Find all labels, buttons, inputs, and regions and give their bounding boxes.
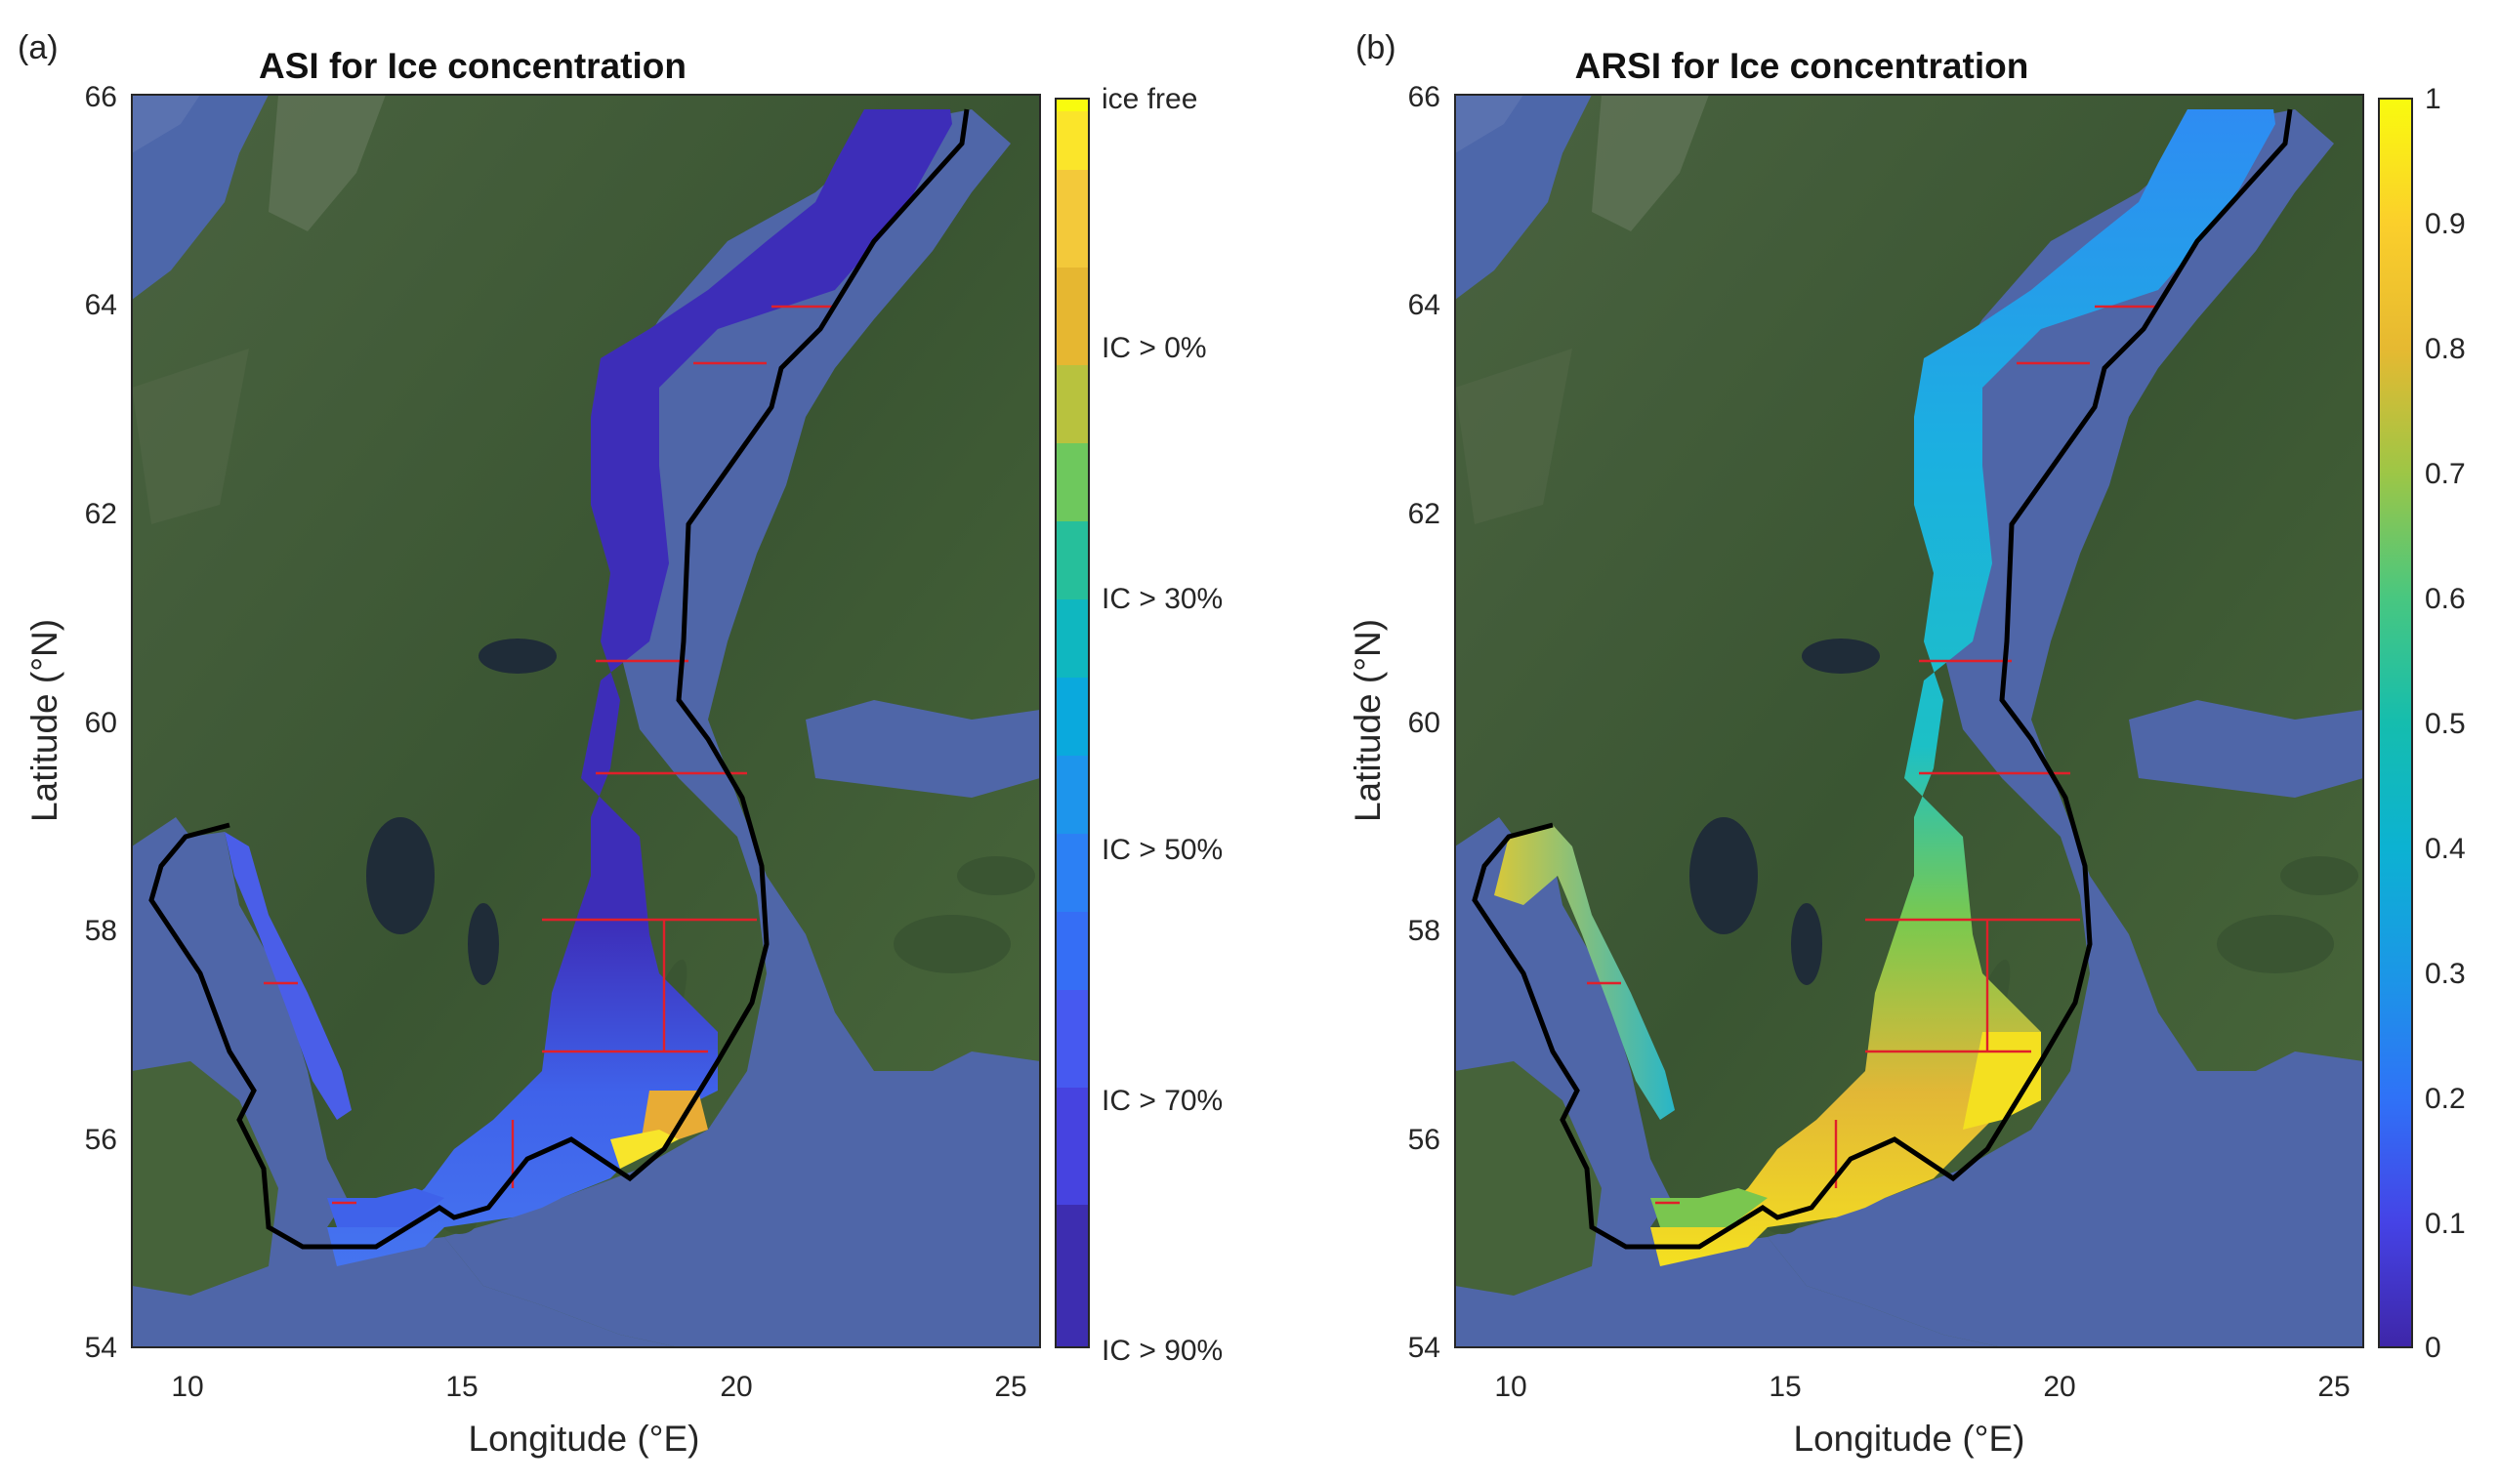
panel-b-y-ticks: 66 64 62 60 58 56 54 (1408, 81, 1440, 1364)
panel-a-x-ticks: 10 15 20 25 (171, 1371, 1026, 1403)
arsi-red-grid (1587, 305, 2158, 1205)
panel-b-cbar-label: 0.5 (2425, 708, 2466, 740)
panel-b-cbar-label: 0 (2425, 1332, 2441, 1364)
panel-a-cbar-label: IC > 70% (1102, 1085, 1223, 1117)
panel-b-title: ARSI for Ice concentration (1575, 46, 2029, 86)
panel-a-cbar-label: IC > 90% (1102, 1335, 1223, 1367)
panel-b-colorbar (2378, 98, 2413, 1348)
panel-a-xtick: 15 (445, 1371, 478, 1403)
arsi-boundary-line (1472, 108, 2293, 1250)
panel-b-ytick: 58 (1408, 915, 1440, 947)
panel-a-xlabel: Longitude (°E) (469, 1419, 700, 1459)
panel-b-ylabel: Latitude (°N) (1348, 619, 1388, 822)
asi-boundary-line (148, 108, 970, 1250)
panel-a-colorbar-labels: ice free IC > 0% IC > 30% IC > 50% IC > … (1102, 83, 1223, 1367)
panel-b-cbar-label: 0.2 (2425, 1083, 2466, 1115)
panel-a-ytick: 56 (85, 1124, 117, 1156)
asi-south-strip (327, 1188, 444, 1227)
panel-a: (a) ASI for Ice concentration (18, 29, 1223, 1459)
panel-a-xtick: 10 (171, 1371, 203, 1403)
panel-b-ytick: 64 (1408, 289, 1440, 321)
panel-b-ytick: 62 (1408, 498, 1440, 530)
panel-a-colorbar (1055, 98, 1090, 1348)
panel-b-label: (b) (1355, 29, 1396, 66)
panel-b-ytick: 54 (1408, 1332, 1440, 1364)
panel-a-xtick: 25 (994, 1371, 1026, 1403)
panel-b-axes-frame (1454, 94, 2364, 1348)
panel-a-xtick: 20 (720, 1371, 752, 1403)
panel-a-cbar-label: IC > 50% (1102, 834, 1223, 866)
panel-a-y-ticks: 66 64 62 60 58 56 54 (85, 81, 117, 1364)
panel-b-cbar-label: 0.9 (2425, 208, 2466, 240)
panel-a-ytick: 60 (85, 707, 117, 739)
panel-a-title: ASI for Ice concentration (259, 46, 687, 86)
arsi-max-patch (1963, 1032, 2041, 1130)
panel-a-ytick: 66 (85, 81, 117, 113)
panel-b-map (1455, 95, 2363, 1347)
panel-b-cbar-label: 0.6 (2425, 583, 2466, 615)
panel-a-ytick: 62 (85, 498, 117, 530)
panel-a-ytick: 64 (85, 289, 117, 321)
panel-b-xlabel: Longitude (°E) (1794, 1419, 2025, 1459)
panel-a-cbar-label: ice free (1102, 83, 1197, 115)
panel-b-cbar-label: 0.8 (2425, 333, 2466, 365)
panel-a-axes-frame (131, 94, 1041, 1348)
panel-b-colorbar-labels: 1 0.9 0.8 0.7 0.6 0.5 0.4 0.3 0.2 0.1 0 (2425, 83, 2466, 1364)
panel-a-ylabel: Latitude (°N) (24, 619, 64, 822)
asi-very-low-ice-patch (610, 1130, 679, 1169)
panel-a-ytick: 58 (85, 915, 117, 947)
panel-b-ytick: 60 (1408, 707, 1440, 739)
panel-b-cbar-label: 0.1 (2425, 1208, 2466, 1240)
panel-b-ytick: 66 (1408, 81, 1440, 113)
arsi-south-strip (1650, 1188, 1768, 1227)
panel-b-cbar-label: 1 (2425, 83, 2441, 115)
panel-b-cbar-label: 0.7 (2425, 458, 2466, 490)
panel-b-xtick: 25 (2317, 1371, 2350, 1403)
panel-b: (b) ARSI for Ice concentration (1348, 29, 2466, 1459)
panel-b-ytick: 56 (1408, 1124, 1440, 1156)
panel-b-xtick: 10 (1494, 1371, 1526, 1403)
panel-a-cbar-label: IC > 30% (1102, 583, 1223, 615)
panel-b-xtick: 15 (1769, 1371, 1801, 1403)
asi-red-grid (264, 305, 835, 1205)
panel-b-cbar-label: 0.4 (2425, 833, 2466, 865)
panel-b-cbar-label: 0.3 (2425, 958, 2466, 990)
asi-west-strip (225, 832, 352, 1120)
panel-b-xtick: 20 (2043, 1371, 2075, 1403)
panel-a-label: (a) (18, 29, 59, 66)
arsi-west-strip (1494, 825, 1675, 1120)
panel-b-x-ticks: 10 15 20 25 (1494, 1371, 2350, 1403)
panel-a-map (132, 95, 1040, 1347)
panel-a-ytick: 54 (85, 1332, 117, 1364)
panel-a-cbar-label: IC > 0% (1102, 332, 1207, 364)
